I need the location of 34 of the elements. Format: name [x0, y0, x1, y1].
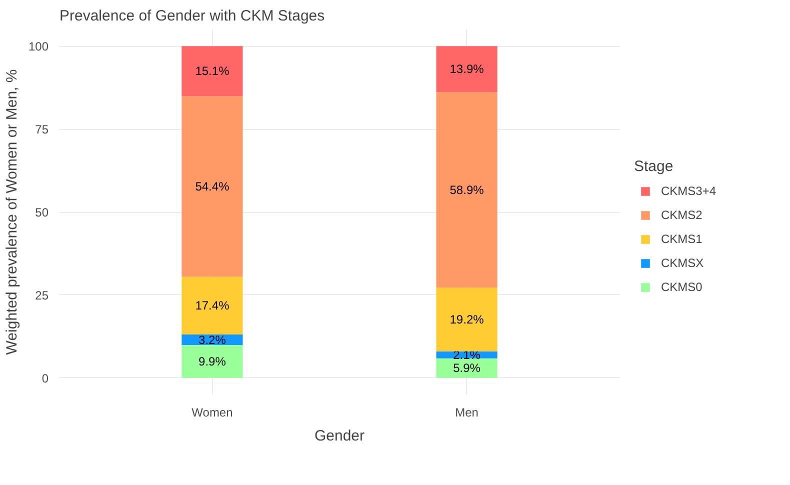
data-label: 2.1% [453, 348, 481, 362]
y-tick-label: 75 [35, 122, 49, 137]
data-label: 13.9% [450, 62, 484, 76]
legend-label: CKMSX [661, 256, 704, 270]
y-axis-title: Weighted prevalence of Women or Men, % [3, 69, 20, 355]
data-label: 58.9% [450, 182, 484, 197]
data-label: 17.4% [195, 298, 230, 313]
bar [182, 276, 243, 334]
bar [436, 358, 498, 378]
bar [182, 345, 243, 378]
data-label: 19.2% [450, 312, 484, 327]
x-tick-label: Women [192, 406, 233, 420]
x-axis-title: Gender [314, 428, 365, 444]
legend-label: CKMS1 [661, 232, 702, 246]
y-tick-label: 100 [28, 40, 49, 54]
bar [182, 46, 243, 96]
legend-label: CKMS3+4 [661, 184, 716, 198]
data-label: 15.1% [195, 64, 230, 78]
y-tick-label: 50 [35, 206, 49, 220]
y-tick-label: 0 [42, 371, 49, 386]
bar [436, 92, 498, 288]
legend-label: CKMS0 [661, 280, 702, 294]
x-tick-label: Men [455, 406, 478, 420]
bar [436, 46, 498, 92]
chart-title: Prevalence of Gender with CKM Stages [60, 8, 325, 24]
y-tick-label: 25 [35, 288, 49, 302]
data-label: 5.9% [453, 361, 481, 376]
bar [182, 96, 243, 277]
legend-title: Stage [634, 158, 674, 175]
bar [436, 288, 498, 352]
data-label: 9.9% [198, 354, 226, 368]
data-label: 54.4% [195, 179, 230, 194]
data-label: 3.2% [198, 332, 226, 347]
legend-label: CKMS2 [661, 208, 702, 222]
